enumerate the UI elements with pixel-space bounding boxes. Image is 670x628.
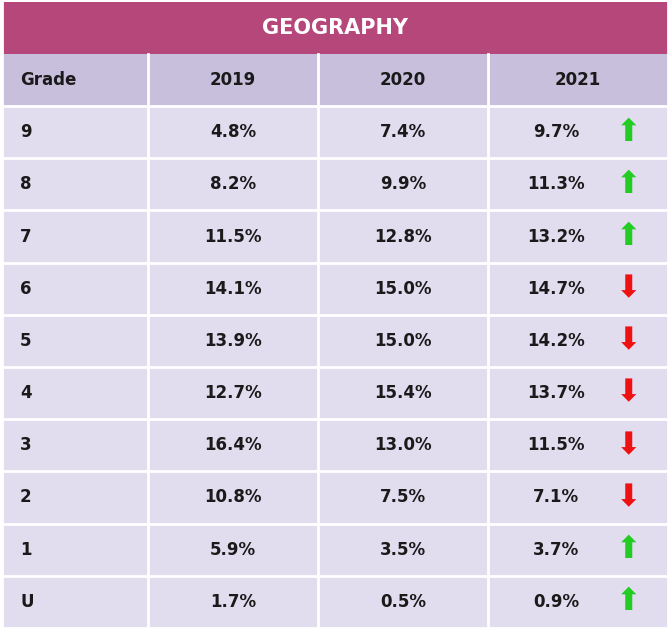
- Text: 1.7%: 1.7%: [210, 593, 256, 611]
- Text: 9: 9: [20, 123, 31, 141]
- Text: ⬆: ⬆: [616, 535, 641, 564]
- Text: 2020: 2020: [380, 71, 426, 89]
- Text: 0.5%: 0.5%: [380, 593, 426, 611]
- Text: 14.7%: 14.7%: [527, 279, 586, 298]
- Text: 5: 5: [20, 332, 31, 350]
- Bar: [2, 158, 668, 210]
- Text: ⬆: ⬆: [616, 170, 641, 199]
- Text: 12.7%: 12.7%: [204, 384, 262, 402]
- Text: 7.4%: 7.4%: [380, 123, 426, 141]
- Text: 12.8%: 12.8%: [374, 227, 431, 246]
- Bar: [2, 2, 668, 54]
- Bar: [2, 263, 668, 315]
- Text: 9.7%: 9.7%: [533, 123, 580, 141]
- Text: 4: 4: [20, 384, 31, 402]
- Text: 11.3%: 11.3%: [527, 175, 585, 193]
- Text: 15.4%: 15.4%: [374, 384, 431, 402]
- Text: 13.9%: 13.9%: [204, 332, 262, 350]
- Bar: [2, 367, 668, 420]
- Text: ⬆: ⬆: [616, 117, 641, 146]
- Text: 13.0%: 13.0%: [374, 436, 431, 454]
- Text: 5.9%: 5.9%: [210, 541, 256, 559]
- Bar: [2, 420, 668, 472]
- Text: ⬇: ⬇: [616, 431, 641, 460]
- Text: 0.9%: 0.9%: [533, 593, 580, 611]
- Text: ⬇: ⬇: [616, 274, 641, 303]
- Text: 16.4%: 16.4%: [204, 436, 262, 454]
- Bar: [2, 106, 668, 158]
- Text: 3: 3: [20, 436, 31, 454]
- Bar: [2, 576, 668, 628]
- Text: 15.0%: 15.0%: [375, 332, 431, 350]
- Text: 1: 1: [20, 541, 31, 559]
- Bar: [2, 54, 668, 106]
- Text: ⬇: ⬇: [616, 379, 641, 408]
- Bar: [2, 210, 668, 263]
- Text: 8.2%: 8.2%: [210, 175, 256, 193]
- Text: 11.5%: 11.5%: [204, 227, 262, 246]
- Text: 11.5%: 11.5%: [528, 436, 585, 454]
- Text: 13.2%: 13.2%: [527, 227, 586, 246]
- Text: 2: 2: [20, 489, 31, 507]
- Text: 7.1%: 7.1%: [533, 489, 580, 507]
- Text: ⬆: ⬆: [616, 222, 641, 251]
- Text: GEOGRAPHY: GEOGRAPHY: [262, 18, 408, 38]
- Text: 9.9%: 9.9%: [380, 175, 426, 193]
- Text: Grade: Grade: [20, 71, 76, 89]
- Text: 14.1%: 14.1%: [204, 279, 262, 298]
- Text: 14.2%: 14.2%: [527, 332, 586, 350]
- Text: 15.0%: 15.0%: [375, 279, 431, 298]
- Text: 13.7%: 13.7%: [527, 384, 586, 402]
- Text: ⬇: ⬇: [616, 483, 641, 512]
- Text: 10.8%: 10.8%: [204, 489, 262, 507]
- Text: 2021: 2021: [555, 71, 601, 89]
- Text: 8: 8: [20, 175, 31, 193]
- Text: ⬆: ⬆: [616, 587, 641, 617]
- Text: 3.7%: 3.7%: [533, 541, 580, 559]
- Text: ⬇: ⬇: [616, 327, 641, 355]
- Bar: [2, 472, 668, 524]
- Text: 4.8%: 4.8%: [210, 123, 256, 141]
- Bar: [2, 524, 668, 576]
- Text: 3.5%: 3.5%: [380, 541, 426, 559]
- Text: 7: 7: [20, 227, 31, 246]
- Text: U: U: [20, 593, 34, 611]
- Bar: [2, 315, 668, 367]
- Text: 6: 6: [20, 279, 31, 298]
- Text: 2019: 2019: [210, 71, 256, 89]
- Text: 7.5%: 7.5%: [380, 489, 426, 507]
